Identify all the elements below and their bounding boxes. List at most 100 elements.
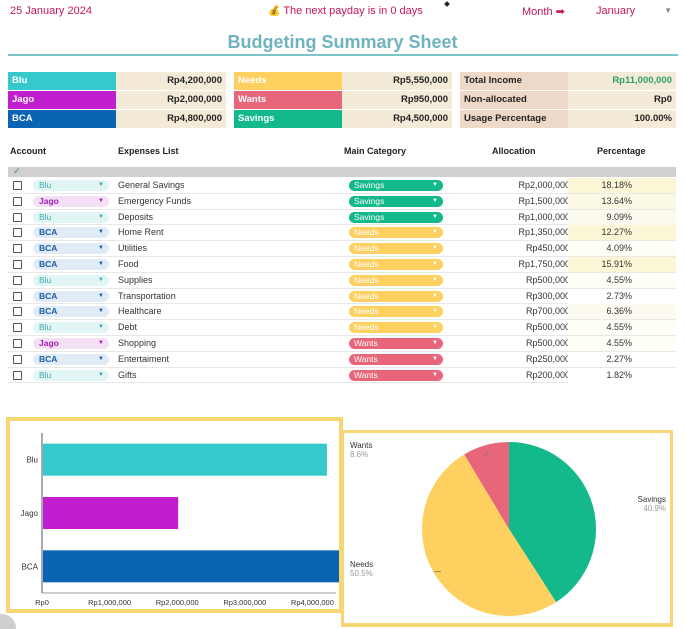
- account-value: Jago: [39, 195, 59, 206]
- category-dropdown[interactable]: Savings ▼: [349, 180, 443, 191]
- category-value: Savings: [354, 195, 385, 206]
- summary-label-wants: Wants: [234, 91, 342, 109]
- account-value: BCA: [39, 353, 58, 364]
- percentage-value: 2.73%: [568, 288, 676, 304]
- expense-name: Entertaiment: [118, 353, 170, 364]
- allocation-value: Rp700,000: [525, 306, 570, 317]
- expense-name: Home Rent: [118, 227, 164, 238]
- chevron-down-icon: ▼: [432, 340, 438, 346]
- account-value: BCA: [39, 227, 58, 238]
- account-dropdown[interactable]: BCA ▼: [33, 259, 109, 270]
- expense-name: Debt: [118, 322, 138, 333]
- category-dropdown[interactable]: Wants ▼: [349, 369, 443, 381]
- column-header-allocation: Allocation: [492, 146, 536, 156]
- account-value: Blu: [39, 180, 52, 190]
- account-dropdown[interactable]: Blu ▼: [33, 369, 109, 381]
- pie-label: Savings: [638, 495, 666, 504]
- title-divider: [8, 54, 678, 56]
- row-checkbox[interactable]: [13, 260, 22, 269]
- chevron-down-icon: ▼: [98, 340, 104, 346]
- month-dropdown[interactable]: January ▼: [592, 3, 676, 21]
- category-dropdown[interactable]: Savings ▼: [349, 195, 443, 207]
- bar-x-tick-label: Rp2,000,000: [156, 598, 199, 607]
- chevron-down-icon: ▼: [98, 292, 104, 299]
- table-row: BCA ▼ Food Needs ▼ Rp1,750,000 15.91%: [8, 257, 676, 273]
- category-dropdown[interactable]: Needs ▼: [349, 274, 443, 286]
- row-checkbox[interactable]: [13, 275, 22, 285]
- account-value: BCA: [39, 259, 58, 269]
- chevron-down-icon: ▼: [432, 245, 438, 252]
- percentage-value: 15.91%: [568, 257, 676, 272]
- chevron-down-icon: ▼: [664, 6, 672, 15]
- expense-name: Transportation: [118, 290, 176, 301]
- category-dropdown[interactable]: Wants ▼: [349, 353, 443, 365]
- category-dropdown[interactable]: Wants ▼: [349, 338, 443, 349]
- category-dropdown[interactable]: Needs ▼: [349, 259, 443, 270]
- row-checkbox[interactable]: [13, 212, 22, 222]
- account-dropdown[interactable]: Blu ▼: [33, 180, 109, 191]
- account-dropdown[interactable]: BCA ▼: [33, 290, 109, 302]
- chevron-down-icon: ▼: [98, 355, 104, 362]
- row-checkbox[interactable]: [13, 291, 22, 301]
- account-dropdown[interactable]: Jago ▼: [33, 338, 109, 349]
- account-dropdown[interactable]: BCA ▼: [33, 227, 109, 239]
- expense-name: Healthcare: [118, 306, 162, 317]
- row-checkbox[interactable]: [13, 244, 22, 254]
- row-checkbox[interactable]: [13, 228, 22, 238]
- row-checkbox[interactable]: [13, 370, 22, 380]
- account-value: Blu: [39, 369, 52, 380]
- category-dropdown[interactable]: Needs ▼: [349, 243, 443, 255]
- row-checkbox[interactable]: [13, 181, 22, 190]
- summary-amount-bca: Rp4,800,000: [116, 110, 226, 128]
- category-dropdown[interactable]: Needs ▼: [349, 290, 443, 302]
- bar-x-tick-label: Rp3,000,000: [223, 598, 266, 607]
- row-checkbox[interactable]: [13, 339, 22, 348]
- select-all-checkmark[interactable]: ✓: [13, 166, 21, 176]
- account-dropdown[interactable]: Blu ▼: [33, 211, 109, 223]
- column-header-percentage: Percentage: [597, 146, 646, 156]
- chevron-down-icon: ▼: [98, 197, 104, 204]
- bar-x-tick-label: Rp0: [35, 598, 49, 607]
- account-dropdown[interactable]: Jago ▼: [33, 195, 109, 207]
- category-value: Needs: [354, 259, 379, 269]
- category-dropdown[interactable]: Needs ▼: [349, 306, 443, 318]
- chevron-down-icon: ▼: [432, 197, 438, 204]
- category-dropdown[interactable]: Needs ▼: [349, 227, 443, 239]
- account-dropdown[interactable]: BCA ▼: [33, 243, 109, 255]
- account-value: Blu: [39, 322, 52, 333]
- row-checkbox[interactable]: [13, 323, 22, 333]
- account-dropdown[interactable]: Blu ▼: [33, 322, 109, 334]
- summary-amount-jago: Rp2,000,000: [116, 91, 226, 109]
- chevron-down-icon: ▼: [98, 371, 104, 378]
- chevron-down-icon: ▼: [432, 229, 438, 236]
- table-row: BCA ▼ Home Rent Needs ▼ Rp1,350,000 12.27%: [8, 225, 676, 242]
- chevron-down-icon: ▼: [432, 355, 438, 362]
- expense-name: Emergency Funds: [118, 195, 192, 206]
- expense-name: Gifts: [118, 369, 137, 380]
- category-dropdown[interactable]: Savings ▼: [349, 211, 443, 223]
- summary-label-jago: Jago: [8, 91, 116, 109]
- account-dropdown[interactable]: BCA ▼: [33, 353, 109, 365]
- summary-amount-total-income: Rp11,000,000: [568, 72, 676, 90]
- allocation-value: Rp1,000,000: [518, 211, 570, 222]
- percentage-value: 12.27%: [568, 225, 676, 241]
- row-checkbox[interactable]: [13, 196, 22, 206]
- chevron-down-icon: ▼: [432, 182, 438, 188]
- pie-value-label: 50.5%: [350, 569, 373, 578]
- chevron-down-icon: ▼: [98, 324, 104, 331]
- money-bag-icon: 💰: [268, 6, 281, 17]
- bar-x-tick-label: Rp4,000,000: [291, 598, 334, 607]
- category-value: Wants: [354, 369, 378, 380]
- summary-label-savings: Savings: [234, 110, 342, 128]
- summary-amount-non-allocated: Rp0: [568, 91, 676, 109]
- pie-label: Wants: [350, 441, 372, 450]
- chevron-down-icon: ▼: [98, 308, 104, 315]
- account-dropdown[interactable]: BCA ▼: [33, 306, 109, 318]
- row-checkbox[interactable]: [13, 307, 22, 317]
- account-dropdown[interactable]: Blu ▼: [33, 274, 109, 286]
- expense-name: Food: [118, 259, 139, 269]
- allocation-value: Rp1,350,000: [518, 227, 570, 238]
- table-row: Blu ▼ Deposits Savings ▼ Rp1,000,000 9.09%: [8, 209, 676, 226]
- row-checkbox[interactable]: [13, 354, 22, 364]
- category-dropdown[interactable]: Needs ▼: [349, 322, 443, 334]
